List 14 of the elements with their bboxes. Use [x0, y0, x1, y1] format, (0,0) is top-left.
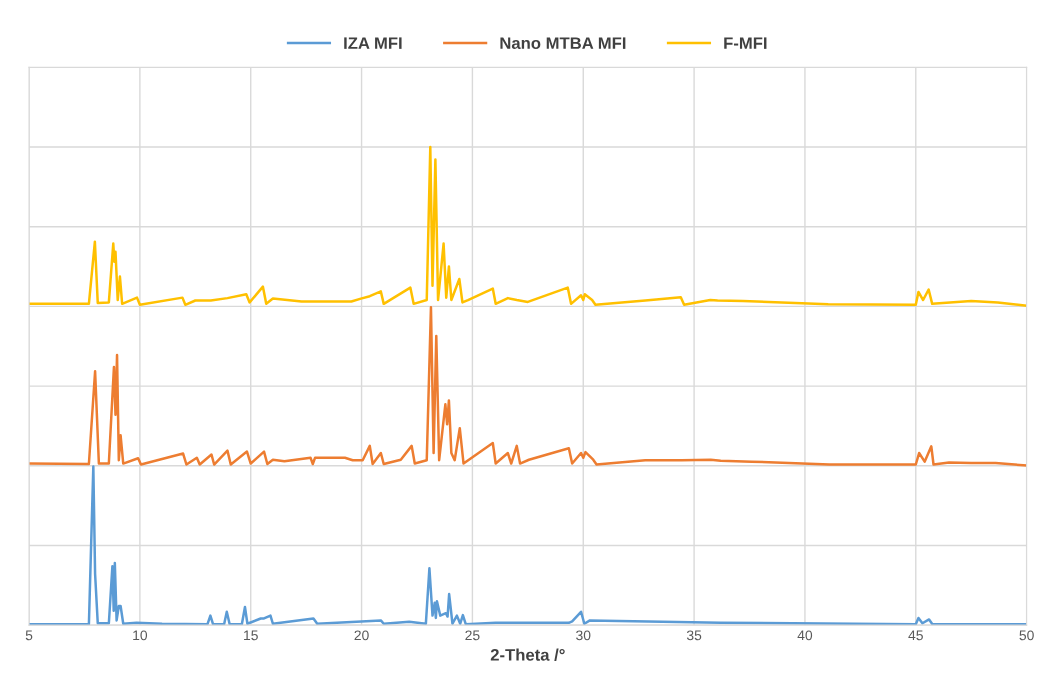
- x-tick-label: 15: [244, 630, 258, 641]
- x-axis-title: 2-Theta /°: [490, 648, 565, 661]
- x-tick-label: 45: [908, 630, 923, 641]
- x-tick-label: 30: [576, 630, 591, 641]
- legend-label: Nano MTBA MFI: [500, 37, 626, 50]
- x-tick-label: 35: [686, 630, 702, 641]
- x-tick-label: 50: [1019, 630, 1034, 641]
- x-tick-label: 20: [354, 630, 369, 641]
- legend-label: IZA MFI: [344, 37, 402, 49]
- x-tick-label: 40: [797, 630, 813, 641]
- x-tick-label: 10: [133, 630, 148, 641]
- x-tick-label: 25: [465, 630, 480, 641]
- x-tick-label: 5: [25, 630, 33, 641]
- legend-label: F-MFI: [724, 37, 767, 49]
